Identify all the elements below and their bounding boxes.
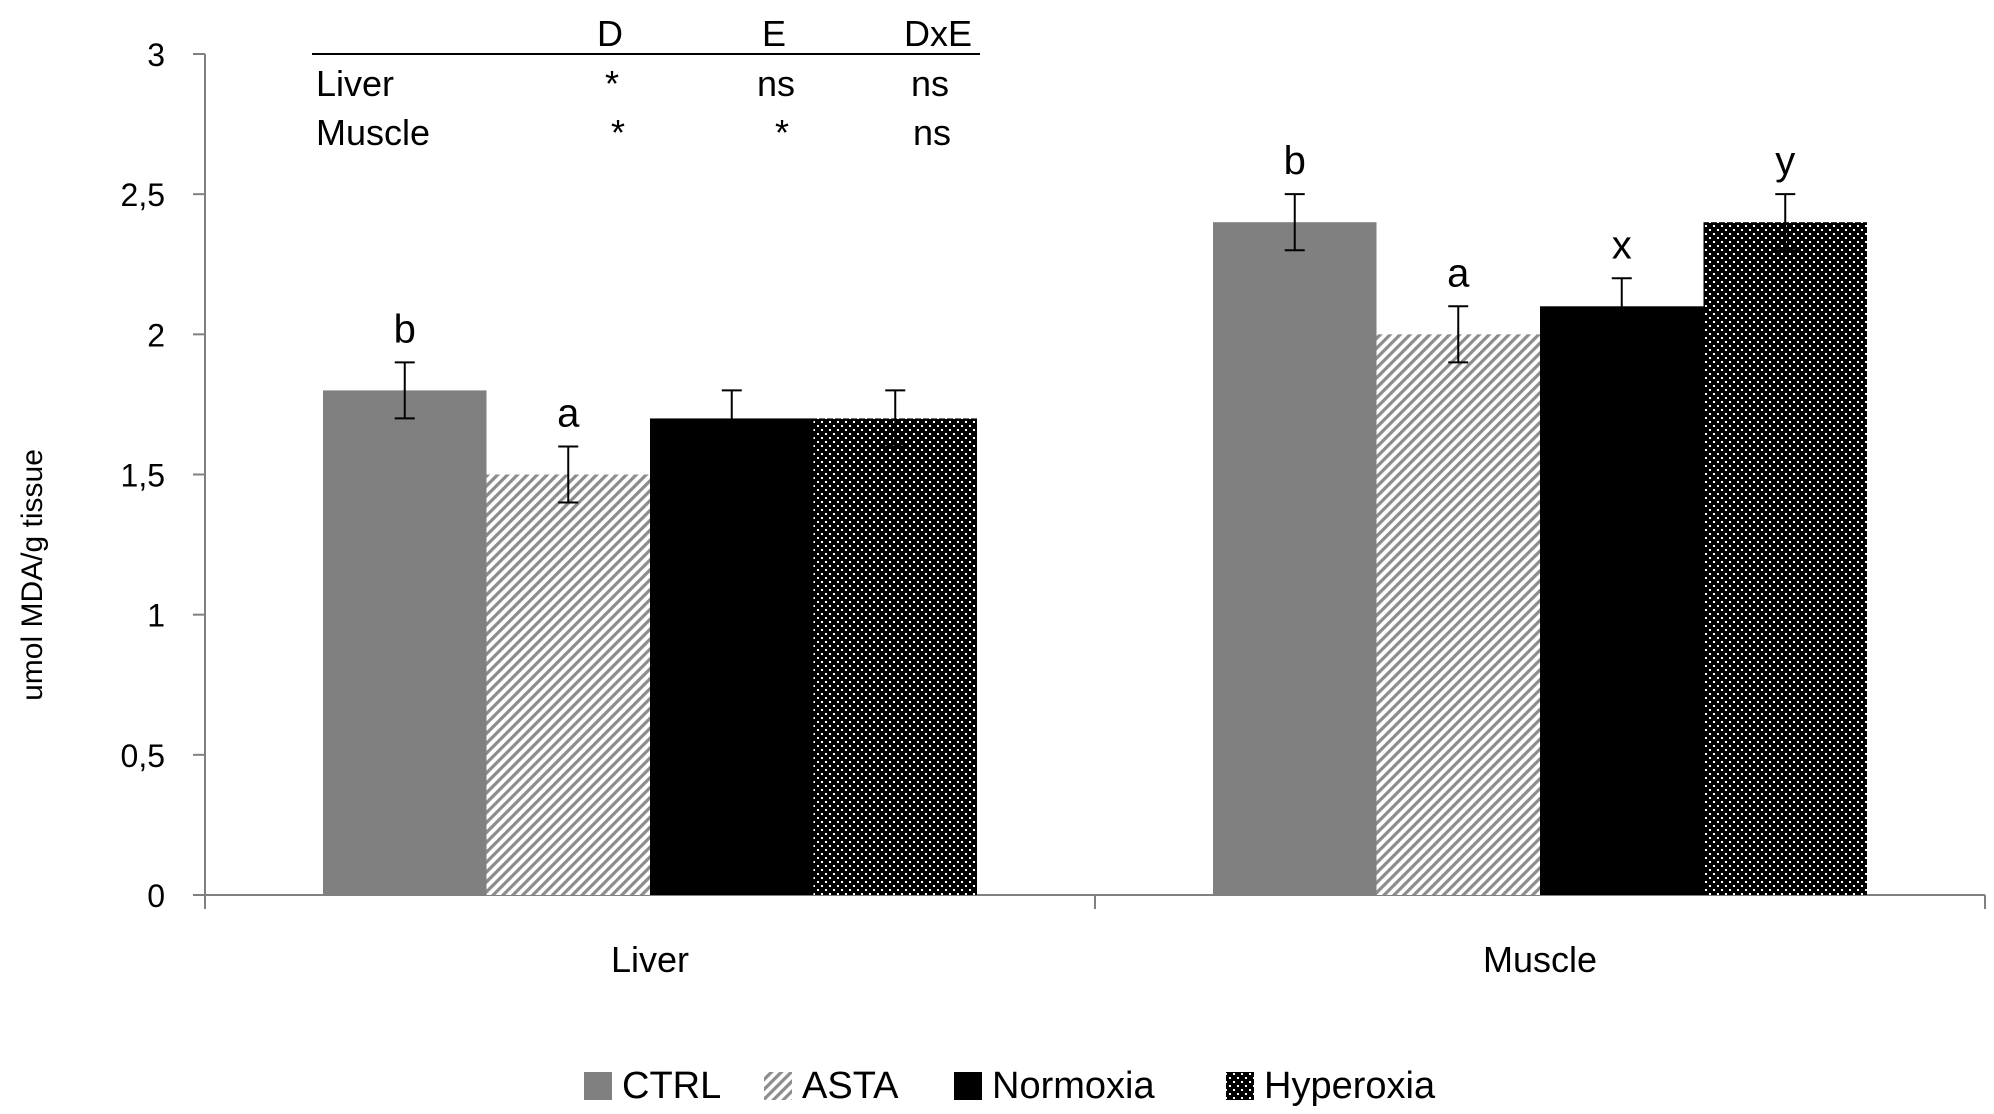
stats-table: D E DxE Liver * ns ns Muscle * * ns [312,13,980,153]
bar-normoxia [1540,306,1704,895]
error-bars [394,193,1796,504]
x-tick-label: Liver [611,939,689,980]
legend: CTRL ASTA Normoxia Hyperoxia [584,1065,1436,1107]
legend-swatch-normoxia [954,1072,982,1100]
stats-header-e: E [762,13,786,54]
stats-header-dxe: DxE [904,13,972,54]
stats-muscle-d: * [611,112,625,153]
y-axis-label: umol MDA/g tissue [16,449,49,701]
stats-liver-dxe: ns [911,63,949,104]
legend-swatch-hyperoxia [1226,1072,1254,1100]
bar-asta [486,474,650,895]
legend-swatch-asta [764,1072,792,1100]
stats-muscle-dxe: ns [913,112,951,153]
bars [323,222,1867,895]
y-ticks: 0 0,5 1 1,5 2 2,5 3 [121,37,205,914]
significance-letter: a [1447,251,1470,295]
bar-hyperoxia [1703,222,1867,895]
legend-swatch-ctrl [584,1072,612,1100]
bar-ctrl [323,390,487,895]
x-tick-labels: Liver Muscle [611,939,1597,980]
significance-letters: b a b a x y [394,139,1796,435]
significance-letter: y [1775,139,1795,183]
y-tick-label: 1,5 [121,458,165,494]
legend-label-ctrl: CTRL [622,1065,721,1107]
x-tick-label: Muscle [1483,939,1597,980]
bar-hyperoxia [813,418,977,895]
y-tick-label: 0,5 [121,738,165,774]
y-tick-label: 0 [147,878,165,914]
bar-asta [1376,334,1540,895]
significance-letter: b [1284,139,1306,183]
legend-label-hyperoxia: Hyperoxia [1264,1065,1436,1107]
significance-letter: a [557,391,580,435]
bar-normoxia [650,418,814,895]
stats-muscle-e: * [775,112,789,153]
stats-row-label-liver: Liver [316,63,394,104]
y-tick-label: 3 [147,37,165,73]
stats-header-d: D [597,13,623,54]
y-tick-label: 2 [147,317,165,353]
stats-liver-d: * [605,63,619,104]
legend-label-normoxia: Normoxia [992,1065,1155,1107]
y-tick-label: 1 [147,598,165,634]
significance-letter: x [1612,223,1632,267]
bar-ctrl [1213,222,1377,895]
stats-row-label-muscle: Muscle [316,112,430,153]
legend-label-asta: ASTA [802,1065,899,1107]
y-tick-label: 2,5 [121,177,165,213]
significance-letter: b [394,307,416,351]
stats-liver-e: ns [757,63,795,104]
